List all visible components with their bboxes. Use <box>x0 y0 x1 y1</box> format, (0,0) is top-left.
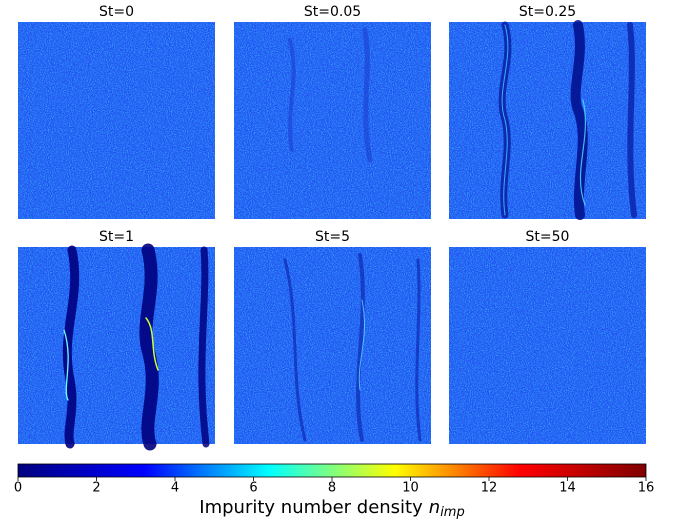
panel-title: St=0.25 <box>519 4 576 20</box>
label-text: Impurity number density <box>199 497 423 518</box>
label-symbol: n <box>429 497 440 518</box>
colorbar-label: Impurity number density nimp <box>199 497 464 520</box>
colorbar <box>17 463 647 478</box>
heatmap-noise <box>449 22 646 219</box>
heatmap-noise <box>18 22 215 219</box>
heatmap-noise <box>449 247 646 444</box>
colorbar-tick-label: 8 <box>328 481 336 496</box>
colorbar-tick-label: 2 <box>92 481 100 496</box>
heatmap-noise <box>234 22 431 219</box>
panel-title: St=5 <box>315 229 350 245</box>
heatmap-noise <box>18 247 215 444</box>
panel-title: St=1 <box>99 229 134 245</box>
heatmap-noise <box>234 247 431 444</box>
colorbar-tick-label: 16 <box>638 481 655 496</box>
panel-title: St=0.05 <box>304 4 361 20</box>
colorbar-tick-label: 14 <box>559 481 576 496</box>
panel-title: St=50 <box>526 229 570 245</box>
colorbar-tick-label: 6 <box>249 481 257 496</box>
colorbar-tick-label: 0 <box>14 481 22 496</box>
colorbar-tick-label: 4 <box>171 481 179 496</box>
colorbar-tick-label: 12 <box>481 481 498 496</box>
label-subscript: imp <box>440 505 465 520</box>
colorbar-tick-label: 10 <box>402 481 419 496</box>
streaks <box>62 20 637 451</box>
panel-title: St=0 <box>99 4 134 20</box>
